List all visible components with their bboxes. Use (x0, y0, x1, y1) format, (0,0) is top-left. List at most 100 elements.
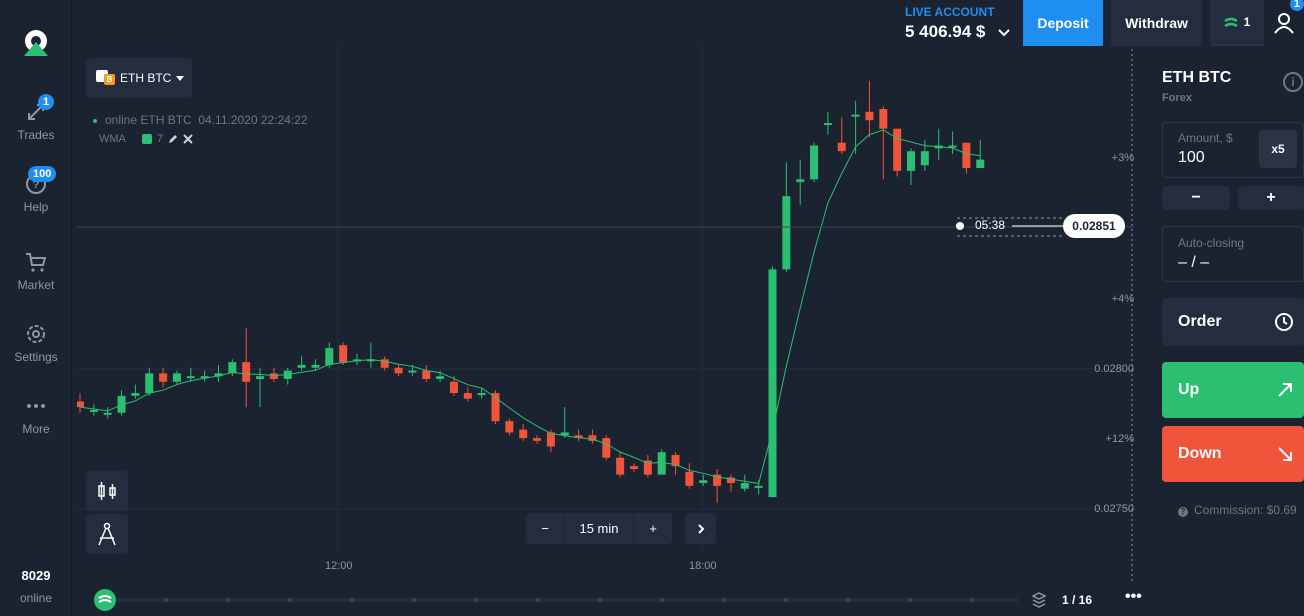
status-datetime: 04.11.2020 22:24:22 (198, 113, 308, 127)
candle-body (436, 376, 445, 379)
close-icon[interactable] (183, 134, 193, 144)
status-text: online ETH BTC (105, 113, 192, 127)
candle-body (256, 376, 265, 379)
candle-body (422, 370, 431, 379)
chart-type-button[interactable] (86, 471, 128, 511)
scroll-dot (722, 598, 726, 602)
candle-body (77, 401, 84, 408)
current-price-tag: 0.02851 (1063, 214, 1125, 238)
amount-label: Amount, $ (1178, 131, 1233, 145)
candles-group (77, 80, 985, 503)
panel-asset-category: Forex (1162, 92, 1192, 104)
candle-body (505, 421, 514, 433)
scroll-dot (474, 598, 478, 602)
y-label-5: 0.02750 (1094, 503, 1134, 515)
open-positions-button[interactable]: 1 (1210, 0, 1264, 46)
candle-body (685, 471, 694, 486)
info-icon[interactable]: i (1283, 72, 1303, 92)
candle-body (89, 409, 98, 412)
candle-body (851, 114, 860, 117)
candle-body (477, 393, 486, 396)
candle-body (643, 460, 652, 475)
chart-status: online ETH BTC 04.11.2020 22:24:22 (93, 113, 308, 127)
nav-more[interactable]: More (0, 394, 72, 436)
scroll-dot (412, 598, 416, 602)
chart-next-button[interactable] (685, 513, 716, 544)
scroll-dot (350, 598, 354, 602)
candle-body (269, 373, 278, 379)
amount-minus-button[interactable]: − (1162, 186, 1230, 210)
candle-body (823, 123, 832, 126)
order-label: Order (1178, 313, 1222, 330)
candle-body (200, 376, 209, 379)
timeframe-minus-button[interactable]: − (526, 513, 564, 544)
scroll-dot (846, 598, 850, 602)
arrow-down-right-icon (1278, 447, 1292, 461)
nav-market[interactable]: Market (0, 250, 72, 292)
gear-icon (24, 322, 48, 346)
candle-body (810, 145, 819, 180)
candle-body (214, 373, 223, 377)
balance-dropdown[interactable]: 5 406.94 $ (905, 22, 1010, 42)
online-count: 8029 (21, 568, 51, 583)
price-chart[interactable] (77, 44, 1134, 584)
candle-body (131, 393, 140, 396)
multiplier-button[interactable]: x5 (1259, 130, 1297, 168)
nav-trades[interactable]: 1 Trades (0, 94, 72, 142)
candle-body (976, 159, 985, 169)
candlestick-icon (98, 482, 116, 500)
trades-arrows-icon: 1 (24, 94, 55, 124)
order-button[interactable]: Order (1162, 298, 1304, 346)
history-scrollbar[interactable] (88, 588, 1028, 612)
more-options-button[interactable]: ••• (1125, 588, 1142, 605)
up-button[interactable]: Up (1162, 362, 1304, 418)
scroll-dot (164, 598, 168, 602)
help-question-icon: ? 100 (24, 166, 57, 196)
indicator-row: WMA 7 (99, 133, 193, 145)
wma-line (79, 129, 981, 485)
candle-body (408, 370, 417, 373)
chevron-down-icon (998, 29, 1010, 37)
indicator-color-swatch[interactable] (141, 134, 152, 144)
deposit-button[interactable]: Deposit (1023, 0, 1103, 46)
amount-value[interactable]: 100 (1178, 149, 1205, 166)
compass-icon (98, 522, 116, 546)
drawing-tools-button[interactable] (86, 514, 128, 554)
candle-body (339, 345, 348, 363)
candle-body (588, 435, 597, 441)
candle-body (920, 151, 929, 166)
candle-body (893, 128, 902, 171)
candle-body (186, 376, 195, 379)
candle-body (103, 412, 112, 415)
candle-body (713, 474, 722, 486)
dots-icon (24, 394, 48, 418)
help-circle-icon: ? (1178, 507, 1188, 517)
nav-settings[interactable]: Settings (0, 322, 72, 364)
candle-body (380, 359, 389, 368)
y-label-1: +3% (1111, 152, 1134, 164)
timeframe-value[interactable]: 15 min (564, 513, 634, 544)
online-dot-icon (93, 118, 97, 123)
asset-selector-label: ETH BTC (120, 71, 172, 85)
candle-body (366, 359, 375, 362)
profile-button[interactable]: 1 (1264, 0, 1304, 46)
candle-body (837, 142, 846, 152)
candle-body (754, 485, 763, 488)
withdraw-button[interactable]: Withdraw (1111, 0, 1202, 46)
down-button[interactable]: Down (1162, 426, 1304, 482)
chevron-right-icon (697, 523, 704, 534)
commission-text: ? Commission: $0.69 (1178, 503, 1297, 517)
pencil-icon[interactable] (168, 134, 178, 144)
candle-body (117, 395, 126, 413)
nav-more-label: More (22, 422, 50, 436)
timeframe-bar: − 15 min + (526, 513, 672, 544)
candle-body (699, 480, 708, 484)
timeframe-plus-button[interactable]: + (634, 513, 672, 544)
autoclose-value[interactable]: – / – (1178, 254, 1210, 271)
nav-help[interactable]: ? 100 Help (0, 166, 72, 214)
asset-selector[interactable]: B ETH BTC (86, 58, 192, 98)
nav-help-label: Help (23, 200, 49, 214)
logo-icon[interactable] (21, 28, 51, 58)
amount-plus-button[interactable]: + (1238, 186, 1304, 210)
up-label: Up (1178, 381, 1200, 398)
